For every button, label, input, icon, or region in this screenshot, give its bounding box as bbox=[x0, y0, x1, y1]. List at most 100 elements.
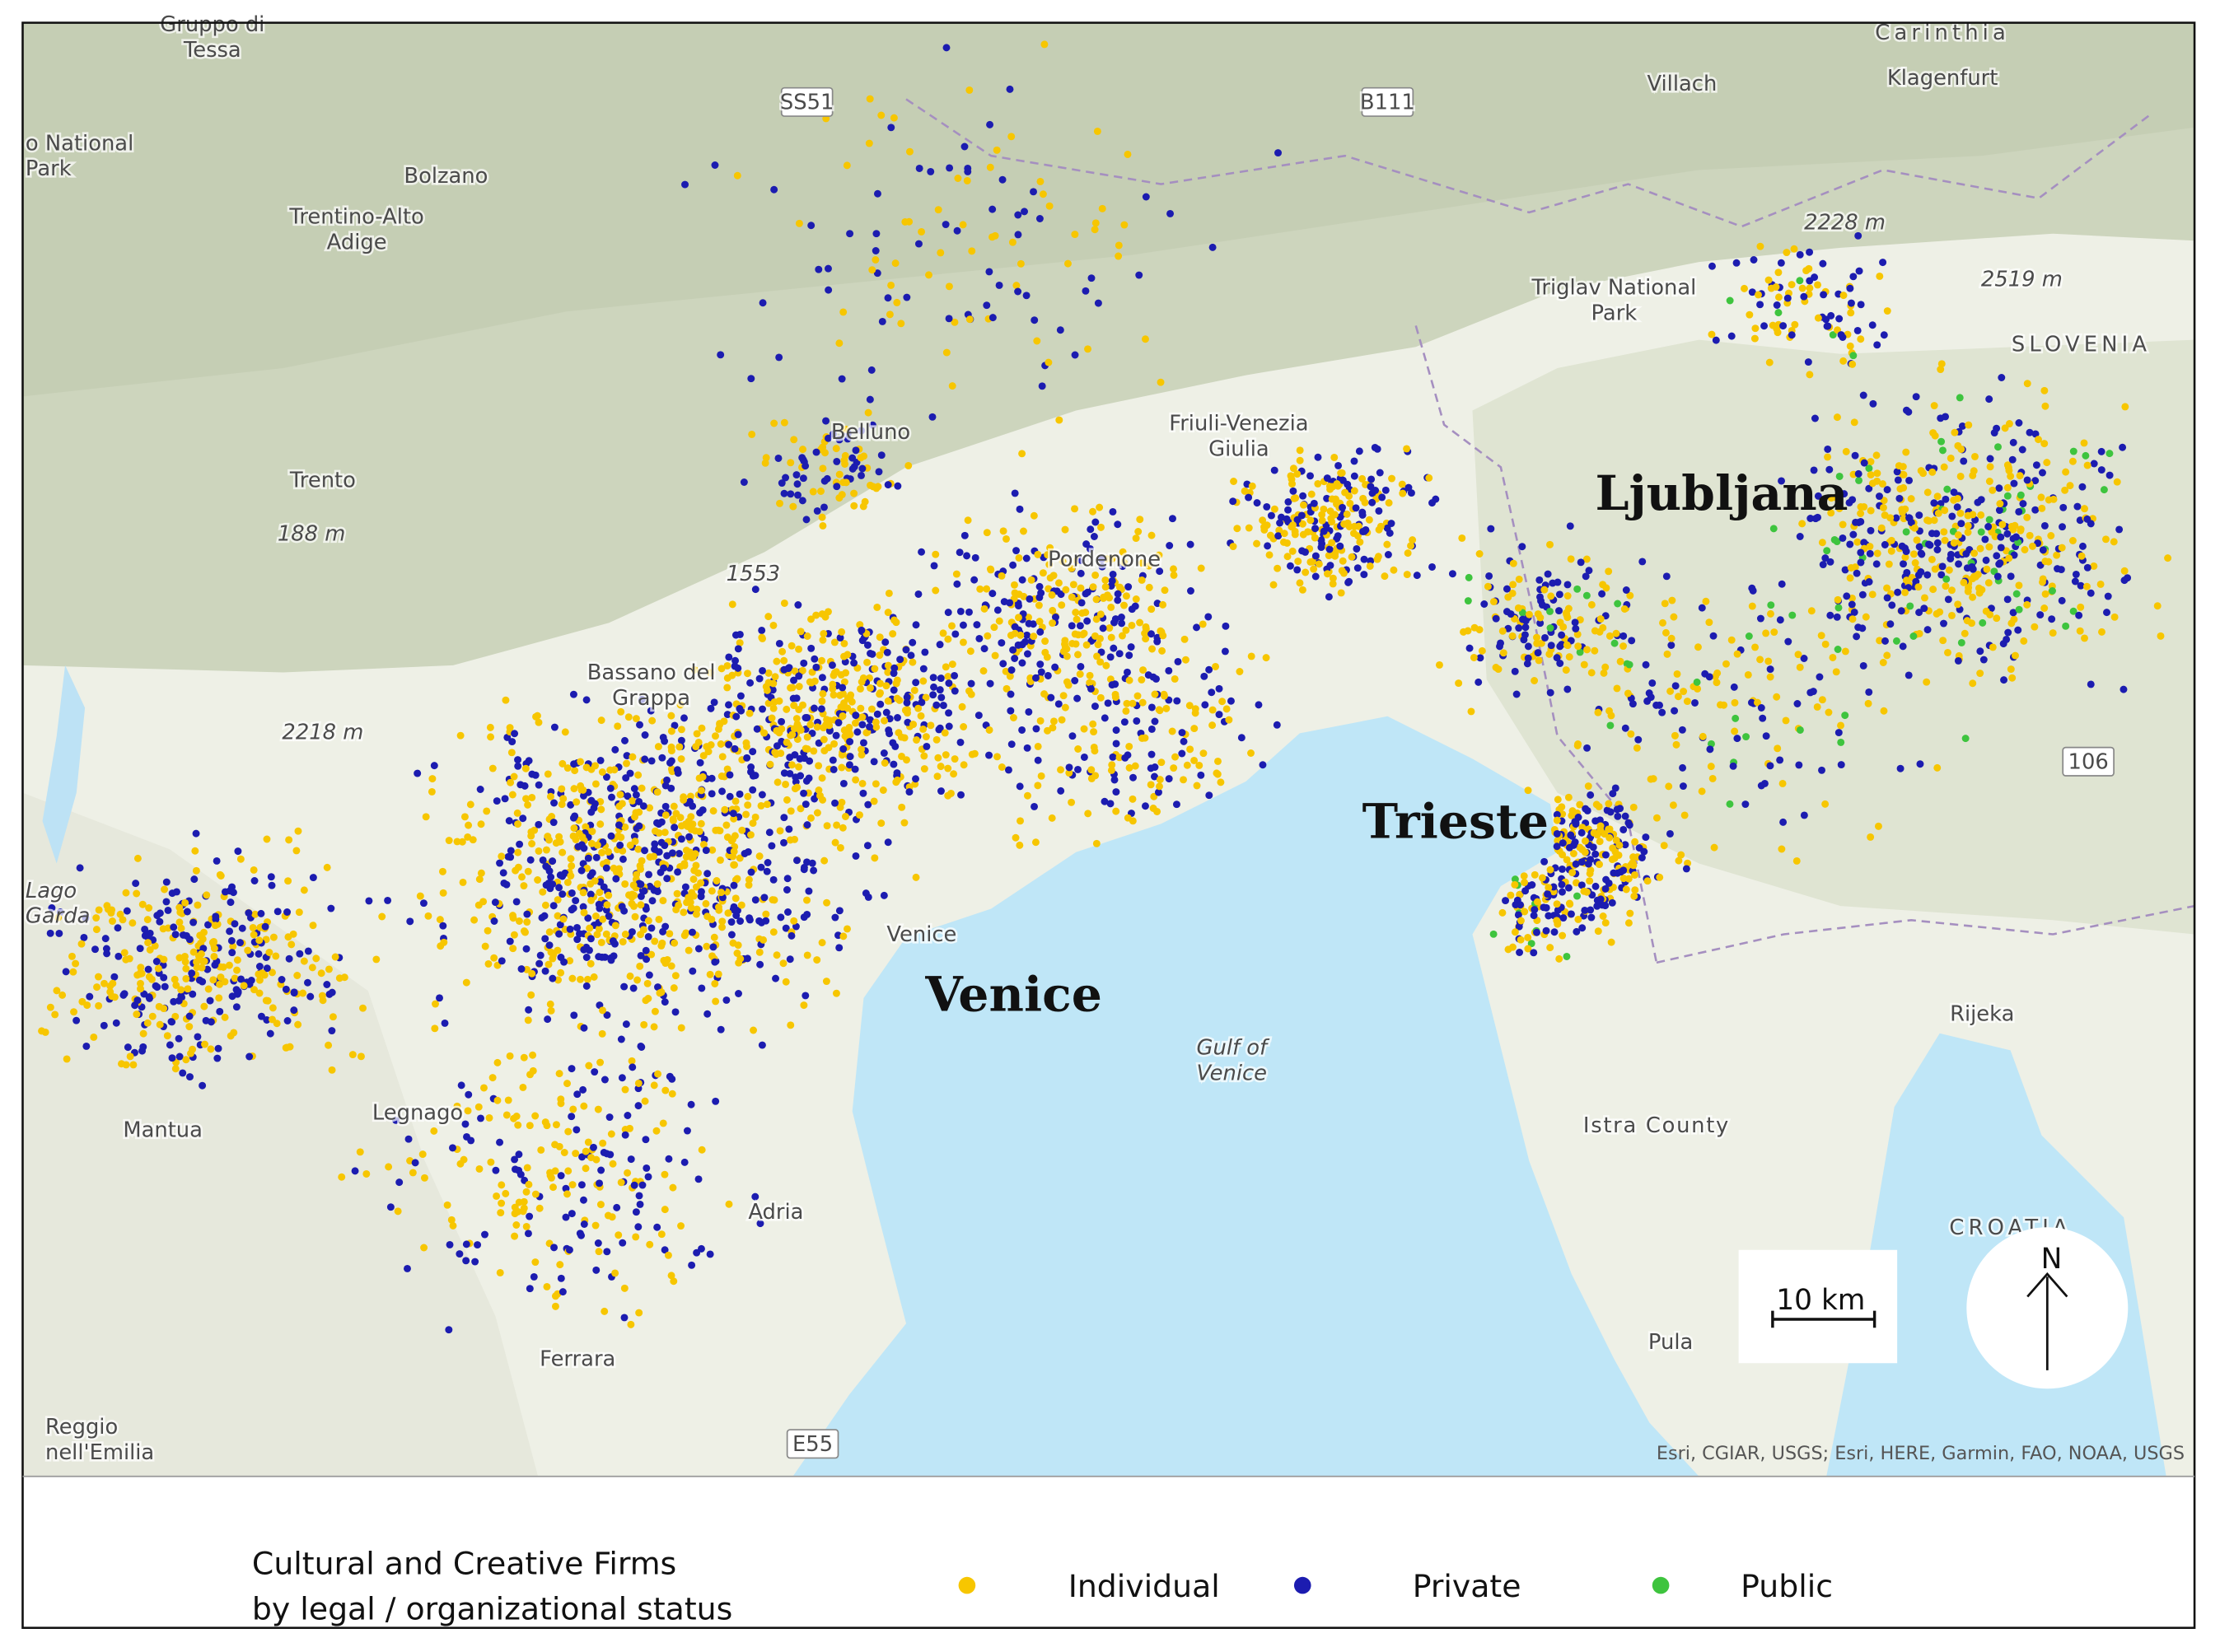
firm-dot bbox=[1288, 480, 1296, 488]
firm-dot bbox=[1583, 646, 1591, 654]
place-label: Mantua bbox=[123, 1118, 203, 1142]
firm-dot bbox=[1795, 761, 1803, 769]
firm-dot bbox=[1939, 446, 1947, 455]
firm-dot bbox=[757, 801, 765, 810]
firm-dot bbox=[692, 910, 700, 918]
firm-dot bbox=[72, 1016, 81, 1024]
firm-dot bbox=[1915, 511, 1923, 520]
firm-dot bbox=[2120, 685, 2128, 693]
firm-dot bbox=[502, 1111, 511, 1119]
firm-dot bbox=[1489, 930, 1498, 938]
firm-dot bbox=[922, 733, 930, 741]
firm-dot bbox=[516, 840, 524, 848]
firm-dot bbox=[146, 994, 153, 1002]
firm-dot bbox=[993, 606, 1002, 614]
firm-dot bbox=[558, 785, 566, 793]
firm-dot bbox=[1141, 734, 1149, 742]
firm-dot bbox=[2048, 615, 2056, 623]
firm-dot bbox=[1878, 480, 1886, 488]
firm-dot bbox=[1107, 603, 1115, 611]
firm-dot bbox=[1957, 638, 1965, 646]
firm-dot bbox=[603, 773, 610, 782]
firm-dot bbox=[1937, 360, 1946, 368]
firm-dot bbox=[901, 217, 909, 226]
firm-dot bbox=[790, 917, 798, 925]
firm-dot bbox=[1997, 533, 2005, 541]
firm-dot bbox=[269, 933, 278, 941]
firm-dot bbox=[577, 1181, 586, 1189]
firm-dot bbox=[698, 786, 705, 795]
firm-dot bbox=[534, 876, 542, 884]
firm-dot bbox=[211, 961, 219, 969]
firm-dot bbox=[1546, 607, 1554, 615]
firm-dot bbox=[606, 766, 615, 774]
firm-dot bbox=[1498, 908, 1507, 917]
firm-dot bbox=[1531, 906, 1539, 914]
firm-dot bbox=[1931, 432, 1939, 440]
firm-dot bbox=[2040, 440, 2049, 448]
firm-dot bbox=[2059, 523, 2066, 531]
firm-dot bbox=[677, 726, 685, 734]
firm-dot bbox=[272, 952, 280, 960]
firm-dot bbox=[830, 638, 839, 646]
firm-dot bbox=[199, 945, 208, 953]
firm-dot bbox=[663, 776, 671, 784]
firm-dot bbox=[641, 1097, 649, 1105]
firm-dot bbox=[825, 264, 832, 273]
firm-dot bbox=[1124, 668, 1131, 676]
firm-dot bbox=[790, 676, 797, 684]
firm-dot bbox=[2071, 577, 2079, 586]
firm-dot bbox=[1378, 493, 1386, 502]
firm-dot bbox=[1170, 571, 1178, 579]
firm-dot bbox=[563, 878, 572, 886]
firm-dot bbox=[1448, 570, 1456, 578]
firm-dot bbox=[2120, 576, 2129, 585]
firm-dot bbox=[1869, 399, 1877, 408]
firm-dot bbox=[1024, 650, 1031, 658]
firm-dot bbox=[1826, 558, 1834, 566]
firm-dot bbox=[535, 959, 544, 968]
firm-dot bbox=[1034, 782, 1042, 790]
firm-dot bbox=[2098, 628, 2105, 636]
firm-dot bbox=[1009, 646, 1017, 654]
firm-dot bbox=[813, 506, 821, 515]
firm-dot bbox=[694, 1175, 703, 1183]
firm-dot bbox=[998, 175, 1007, 184]
firm-dot bbox=[1018, 659, 1026, 667]
firm-dot bbox=[2005, 466, 2013, 474]
firm-dot bbox=[255, 963, 264, 970]
firm-dot bbox=[250, 877, 259, 884]
firm-dot bbox=[1475, 550, 1484, 558]
firm-dot bbox=[2097, 447, 2105, 455]
firm-dot bbox=[1565, 843, 1573, 852]
firm-dot bbox=[1470, 654, 1478, 661]
firm-dot bbox=[1819, 561, 1827, 569]
firm-dot bbox=[681, 180, 689, 189]
firm-dot bbox=[568, 1181, 577, 1189]
legend-title: by legal / organizational status bbox=[252, 1590, 732, 1626]
firm-dot bbox=[436, 916, 444, 924]
firm-dot bbox=[1658, 708, 1666, 716]
firm-dot bbox=[1091, 571, 1100, 579]
firm-dot bbox=[723, 684, 731, 692]
firm-dot bbox=[1839, 534, 1847, 542]
firm-dot bbox=[634, 771, 643, 779]
firm-dot bbox=[959, 621, 967, 629]
firm-dot bbox=[300, 957, 308, 965]
firm-dot bbox=[1063, 645, 1071, 653]
firm-dot bbox=[777, 749, 785, 758]
firm-dot bbox=[1077, 663, 1085, 670]
firm-dot bbox=[1969, 593, 1977, 601]
firm-dot bbox=[898, 752, 905, 760]
firm-dot bbox=[1117, 614, 1125, 621]
firm-dot bbox=[807, 814, 815, 822]
firm-dot bbox=[1536, 619, 1545, 628]
firm-dot bbox=[1732, 259, 1741, 267]
firm-dot bbox=[945, 282, 953, 291]
firm-dot bbox=[600, 883, 608, 891]
firm-dot bbox=[1747, 698, 1755, 707]
firm-dot bbox=[1323, 494, 1331, 502]
firm-dot bbox=[395, 1178, 404, 1187]
firm-dot bbox=[856, 621, 864, 629]
firm-dot bbox=[1068, 798, 1076, 806]
